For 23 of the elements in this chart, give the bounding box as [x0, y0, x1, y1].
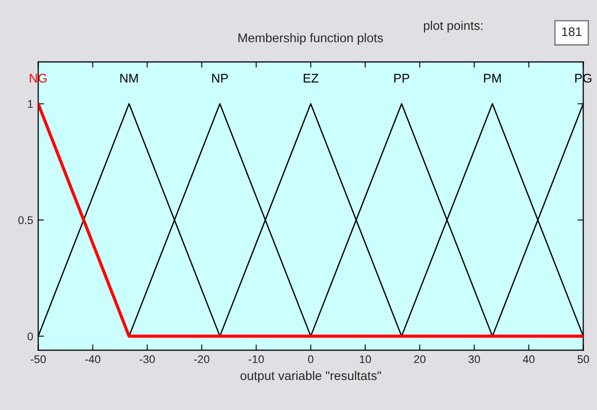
- x-tick-label: -50: [30, 355, 46, 364]
- series-label: PM: [484, 74, 501, 82]
- x-tick-label: -30: [140, 355, 155, 364]
- series-label: PP: [394, 74, 410, 82]
- x-tick-label: -20: [194, 355, 210, 364]
- text: plot points:: [424, 20, 482, 32]
- series-label: NP: [212, 74, 228, 82]
- x-tick-label: 50: [578, 355, 590, 364]
- x-tick-label: 40: [522, 355, 535, 364]
- x-tick-label: -10: [248, 355, 264, 364]
- text: 181: [562, 27, 582, 36]
- y-tick-label: 0.5: [18, 216, 33, 224]
- y-tick-label: 0: [28, 332, 33, 340]
- chart-title: Membership function plots: [238, 33, 383, 45]
- x-tick-label: 30: [468, 355, 480, 364]
- x-tick-label: 20: [414, 355, 426, 364]
- series-label: EZ: [304, 74, 318, 82]
- x-tick-label: 10: [360, 355, 371, 364]
- x-axis-title: output variable "resultats": [240, 370, 382, 383]
- x-tick-label: -40: [85, 355, 100, 364]
- x-tick-label: 0: [308, 355, 314, 364]
- series-label: NM: [120, 74, 138, 82]
- y-tick-label: 1: [28, 100, 33, 108]
